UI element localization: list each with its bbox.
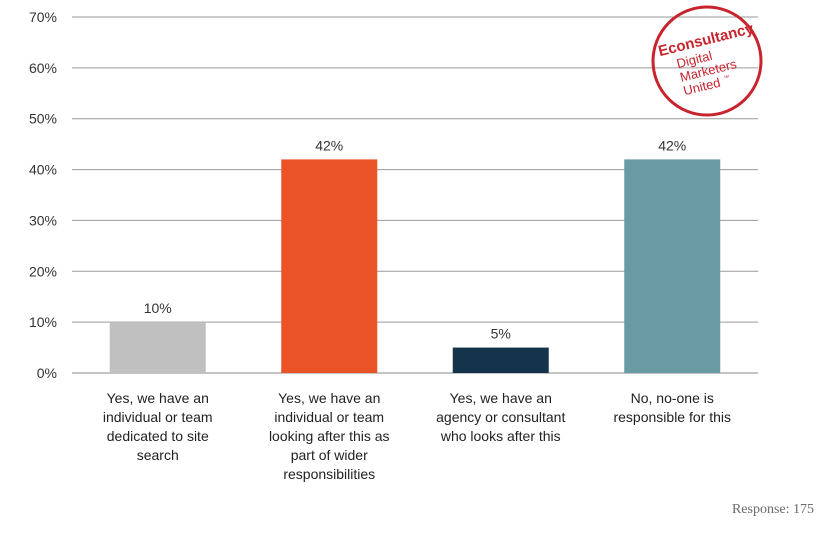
y-tick-label: 60% <box>29 60 57 76</box>
data-label: 42% <box>315 137 343 153</box>
data-labels: 10% 42% 5% 42% <box>144 137 687 341</box>
x-category-label: No, no-one is responsible for this <box>613 390 731 425</box>
response-count: Response: 175 <box>731 502 814 517</box>
x-category-label: Yes, we have an individual or team looki… <box>268 390 390 482</box>
data-label: 10% <box>144 300 172 316</box>
logo-trademark: ™ <box>723 74 731 82</box>
econsultancy-stamp-icon: Econsultancy Digital Marketers United ™ <box>651 5 763 117</box>
bar <box>624 159 721 373</box>
y-tick-label: 0% <box>37 365 57 381</box>
x-category-label: Yes, we have an individual or team dedic… <box>102 390 213 463</box>
bar <box>452 347 549 373</box>
bars <box>109 159 721 373</box>
y-axis-tick-labels: 0% 10% 20% 30% 40% 50% 60% 70% <box>29 9 57 381</box>
data-label: 42% <box>658 137 686 153</box>
data-label: 5% <box>491 326 511 342</box>
y-tick-label: 70% <box>29 9 57 25</box>
y-tick-label: 40% <box>29 162 57 178</box>
bar <box>109 322 206 373</box>
y-tick-label: 30% <box>29 212 57 228</box>
x-category-label: Yes, we have an agency or consultant who… <box>436 390 566 444</box>
y-tick-label: 20% <box>29 263 57 279</box>
y-tick-label: 10% <box>29 314 57 330</box>
y-tick-label: 50% <box>29 111 57 127</box>
bar <box>281 159 378 373</box>
